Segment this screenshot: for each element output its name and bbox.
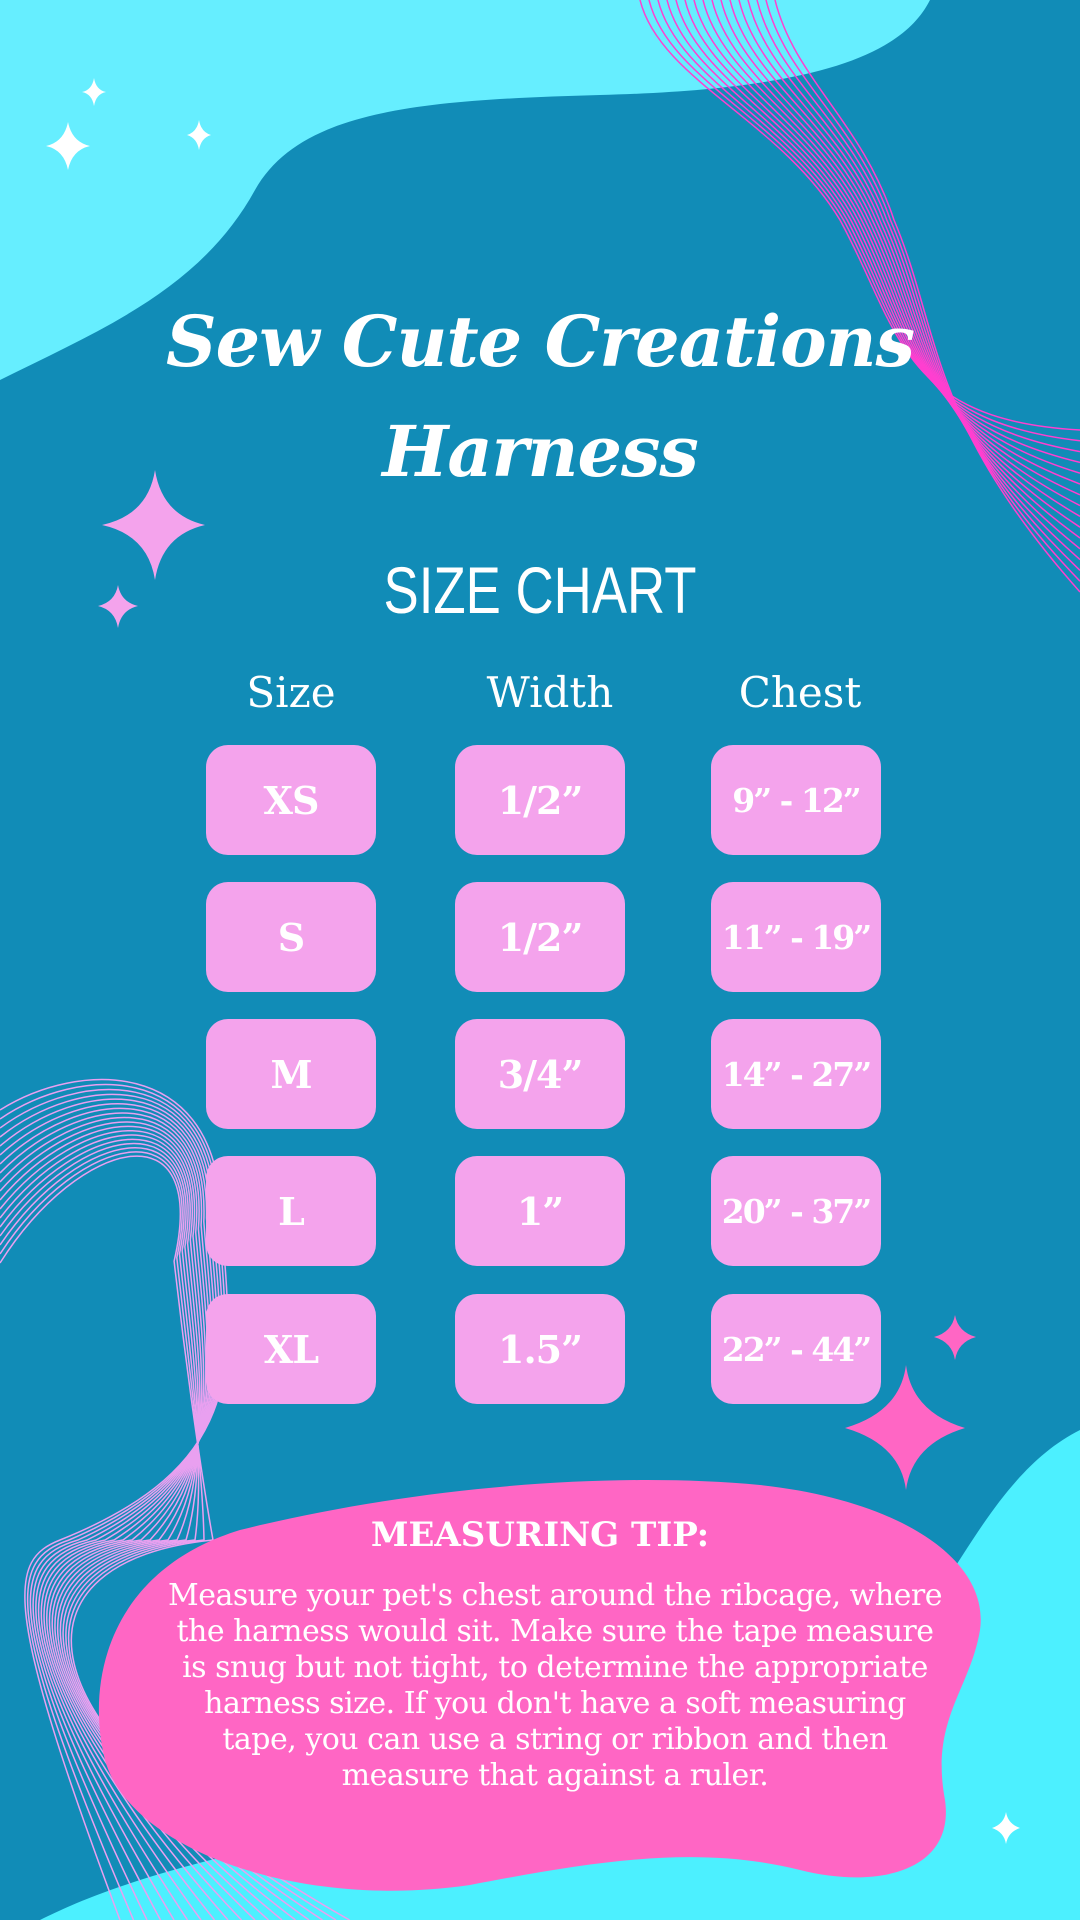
sparkle-icon xyxy=(98,470,205,628)
brand-title: Sew Cute Creations xyxy=(166,300,915,383)
product-title: Harness xyxy=(382,410,699,493)
cell-width: 1.5” xyxy=(455,1294,625,1404)
cell-width: 3/4” xyxy=(455,1019,625,1129)
sparkle-icon xyxy=(46,78,1020,1844)
tip-title: MEASURING TIP: xyxy=(370,1515,710,1555)
column-header-size: Size xyxy=(246,668,336,717)
cell-width: 1/2” xyxy=(455,882,625,992)
size-chart-heading: SIZE CHART xyxy=(383,553,697,627)
column-header-width: Width xyxy=(486,668,614,717)
cell-size: L xyxy=(206,1156,376,1266)
cell-size: XL xyxy=(206,1294,376,1404)
column-header-chest: Chest xyxy=(738,668,862,717)
cell-width: 1” xyxy=(455,1156,625,1266)
cell-size: S xyxy=(206,882,376,992)
cell-chest: 14” - 27” xyxy=(711,1019,881,1129)
top-left-cyan-blob xyxy=(0,0,930,380)
tip-body: Measure your pet's chest around the ribc… xyxy=(167,1578,943,1793)
bottom-left-wave-lines xyxy=(0,1078,350,1920)
cell-chest: 20” - 37” xyxy=(711,1156,881,1266)
top-right-wave-lines xyxy=(639,0,1080,593)
sparkle-icon xyxy=(845,1315,976,1490)
cell-width: 1/2” xyxy=(455,745,625,855)
cell-chest: 22” - 44” xyxy=(711,1294,881,1404)
cell-size: M xyxy=(206,1019,376,1129)
cell-chest: 9” - 12” xyxy=(711,745,881,855)
cell-size: XS xyxy=(206,745,376,855)
cell-chest: 11” - 19” xyxy=(711,882,881,992)
tip-blob xyxy=(98,1480,981,1891)
